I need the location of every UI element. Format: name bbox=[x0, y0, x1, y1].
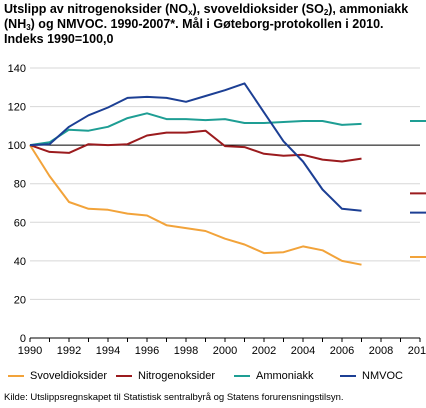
legend-swatch bbox=[234, 375, 250, 377]
series-line-nitrogenoksider bbox=[29, 129, 362, 163]
y-tick-label: 20 bbox=[14, 294, 26, 306]
x-tick-label: 1996 bbox=[135, 345, 159, 357]
x-tick-label: 2000 bbox=[213, 345, 237, 357]
y-tick-label: 80 bbox=[14, 179, 26, 191]
legend-label: Ammoniakk bbox=[256, 370, 314, 382]
x-tick-label: 1992 bbox=[57, 345, 81, 357]
line-chart: 0 20 40 60 80 100 120 140 1990 1992 1994 1996 1998 20… bbox=[8, 63, 426, 357]
legend-swatch bbox=[116, 375, 132, 377]
y-tick-label: 60 bbox=[14, 217, 26, 229]
y-tick-label: 0 bbox=[20, 333, 26, 345]
y-tick-label: 40 bbox=[14, 256, 26, 268]
legend-label: Nitrogenoksider bbox=[138, 370, 216, 382]
x-tick-label: 2010 bbox=[408, 345, 426, 357]
x-tick-label: 2008 bbox=[369, 345, 393, 357]
y-tick-label: 100 bbox=[8, 140, 26, 152]
series-lines bbox=[29, 82, 362, 266]
legend-swatch bbox=[340, 375, 356, 377]
series-line-nmvoc bbox=[29, 82, 362, 212]
x-tick-label: 1990 bbox=[18, 345, 42, 357]
axes: 0 20 40 60 80 100 120 140 1990 1992 1994 1996 1998 20… bbox=[8, 63, 426, 357]
gridlines bbox=[30, 67, 420, 300]
legend-item-svoveldioksider: Svoveldioksider bbox=[8, 368, 107, 384]
source-note: Kilde: Utslippsregnskapet til Statistisk… bbox=[4, 392, 344, 403]
series-line-ammoniakk bbox=[29, 112, 362, 147]
legend: Svoveldioksider Nitrogenoksider Ammoniakk N… bbox=[0, 368, 426, 384]
x-tick-label: 2002 bbox=[252, 345, 276, 357]
legend-swatch bbox=[8, 375, 24, 377]
y-tick-label: 140 bbox=[8, 63, 26, 75]
legend-item-ammoniakk: Ammoniakk bbox=[234, 368, 313, 384]
legend-label: NMVOC bbox=[362, 370, 403, 382]
series-line-svoveldioksider bbox=[29, 144, 362, 266]
target-markers bbox=[410, 120, 426, 258]
y-tick-label: 120 bbox=[8, 102, 26, 114]
x-tick-label: 2004 bbox=[291, 345, 315, 357]
legend-item-nitrogenoksider: Nitrogenoksider bbox=[116, 368, 215, 384]
legend-item-nmvoc: NMVOC bbox=[340, 368, 403, 384]
legend-label: Svoveldioksider bbox=[30, 370, 108, 382]
chart-title: Utslipp av nitrogenoksider (NOx), svovel… bbox=[4, 2, 409, 46]
x-tick-label: 2006 bbox=[330, 345, 354, 357]
x-tick-label: 1998 bbox=[174, 345, 198, 357]
x-tick-label: 1994 bbox=[96, 345, 120, 357]
